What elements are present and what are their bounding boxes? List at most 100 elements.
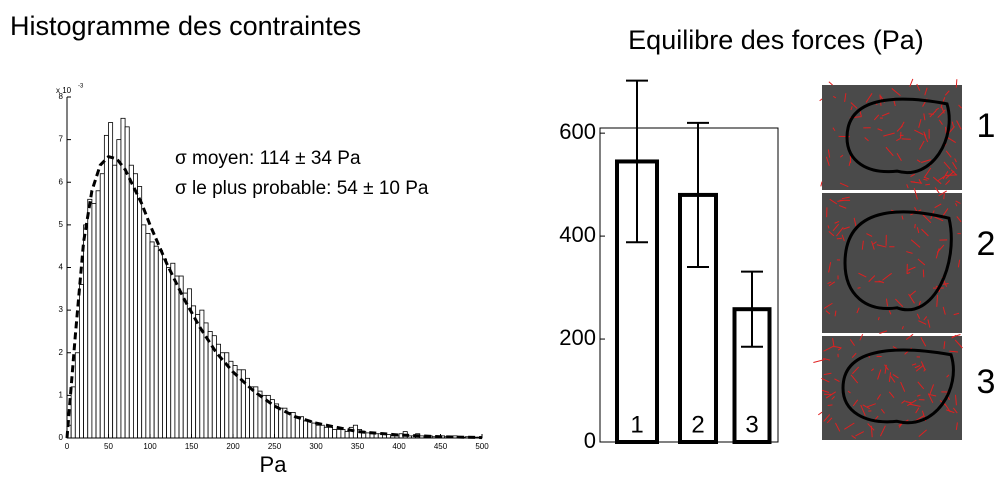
histogram-bar [287, 412, 291, 438]
micrographs [813, 79, 962, 440]
y-tick-label: 8 [59, 92, 64, 101]
x-tick-label: 450 [434, 442, 448, 451]
force-arrow [829, 82, 833, 85]
y-tick-label: 0 [584, 428, 596, 453]
y-tick-label: 4 [59, 263, 64, 272]
histogram-bar [150, 242, 154, 438]
histogram-bar [295, 417, 299, 438]
histogram-bar [299, 417, 303, 438]
y-tick-label: 5 [59, 220, 64, 229]
force-arrow [944, 193, 945, 199]
histogram-bar [171, 263, 175, 438]
image-label: 3 [977, 363, 996, 401]
histogram-bar [196, 314, 200, 438]
histogram-bar [146, 233, 150, 438]
y-tick-label: 2 [59, 348, 64, 357]
histogram-bar [154, 246, 158, 438]
histogram-bar [175, 276, 179, 438]
force-arrow [858, 288, 861, 289]
histogram-bar [221, 353, 225, 438]
category-label: 2 [691, 411, 704, 438]
y-tick-label: 7 [59, 135, 64, 144]
image-label: 2 [977, 225, 996, 263]
histogram-bar [341, 429, 345, 438]
histogram-bar [133, 174, 137, 438]
x-tick-label: 150 [185, 442, 199, 451]
histogram-bar [121, 118, 125, 438]
histogram-bar [345, 432, 349, 438]
histogram-bar [304, 421, 308, 438]
force-arrow [821, 182, 822, 187]
histogram-bar [279, 408, 283, 438]
y-tick-label: 0 [59, 433, 64, 442]
x-axis-label: Pa [260, 452, 288, 477]
histogram-bar [138, 187, 142, 438]
y-tick-label: 200 [559, 325, 596, 350]
histogram-bar [75, 353, 79, 438]
force-arrow [946, 175, 958, 176]
histogram-bar [320, 425, 324, 438]
y-multiplier-exponent: -3 [78, 84, 84, 90]
histogram-bar [250, 387, 254, 438]
histogram-bar [71, 387, 75, 438]
histogram-bar [104, 135, 108, 438]
x-tick-label: 50 [104, 442, 113, 451]
histogram-bar [88, 199, 92, 438]
histogram-bar [316, 425, 320, 438]
x-tick-label: 0 [65, 442, 70, 451]
histogram-bar [192, 306, 196, 438]
histogram-bar [92, 204, 96, 438]
force-arrow [818, 412, 822, 415]
histogram-bar [162, 259, 166, 438]
histogram-bar [167, 268, 171, 439]
histogram-bar [328, 427, 332, 438]
category-label: 1 [630, 411, 643, 438]
y-tick-label: 6 [59, 177, 64, 186]
force-arrow [946, 127, 947, 134]
y-tick-label: 400 [559, 222, 596, 247]
annotation: σ le plus probable: 54 ± 10 Pa [175, 178, 429, 199]
histogram-bar [96, 191, 100, 438]
histogram-bar [142, 225, 146, 438]
histogram-bar [117, 140, 121, 438]
histogram-bar [84, 225, 88, 438]
category-label: 3 [745, 411, 758, 438]
histogram-bar [109, 123, 113, 438]
histogram-bar [100, 174, 104, 438]
histogram-bar [270, 400, 274, 438]
image-label: 1 [977, 107, 996, 145]
force-arrow [828, 405, 833, 406]
histogram-bar [262, 395, 266, 438]
micrograph [822, 193, 962, 333]
histogram-bar [113, 165, 117, 438]
histogram-bar [129, 165, 133, 438]
x-tick-label: 400 [392, 442, 406, 451]
x-tick-label: 500 [475, 442, 489, 451]
histogram-bar [158, 250, 162, 438]
force-arrow [923, 270, 924, 278]
histogram-bar [179, 276, 183, 438]
force-arrow [915, 224, 916, 228]
x-tick-label: 100 [143, 442, 157, 451]
histogram-bar [79, 285, 83, 438]
histogram-bar [308, 421, 312, 438]
histogram-bar [337, 429, 341, 438]
y-tick-label: 1 [59, 390, 64, 399]
annotation: σ moyen: 114 ± 34 Pa [175, 148, 361, 169]
histogram-bar [312, 423, 316, 438]
x-tick-label: 300 [309, 442, 323, 451]
histogram-bar [324, 427, 328, 438]
histogram-bar [183, 293, 187, 438]
force-arrow [837, 238, 842, 239]
histogram-bar [333, 429, 337, 438]
y-tick-label: 600 [559, 119, 596, 144]
chart-title: Equilibre des forces (Pa) [628, 25, 924, 55]
x-tick-label: 200 [226, 442, 240, 451]
force-arrow [820, 99, 823, 101]
force-arrow [956, 79, 957, 87]
x-tick-label: 350 [351, 442, 365, 451]
force-arrow [925, 184, 930, 185]
y-tick-label: 3 [59, 305, 64, 314]
